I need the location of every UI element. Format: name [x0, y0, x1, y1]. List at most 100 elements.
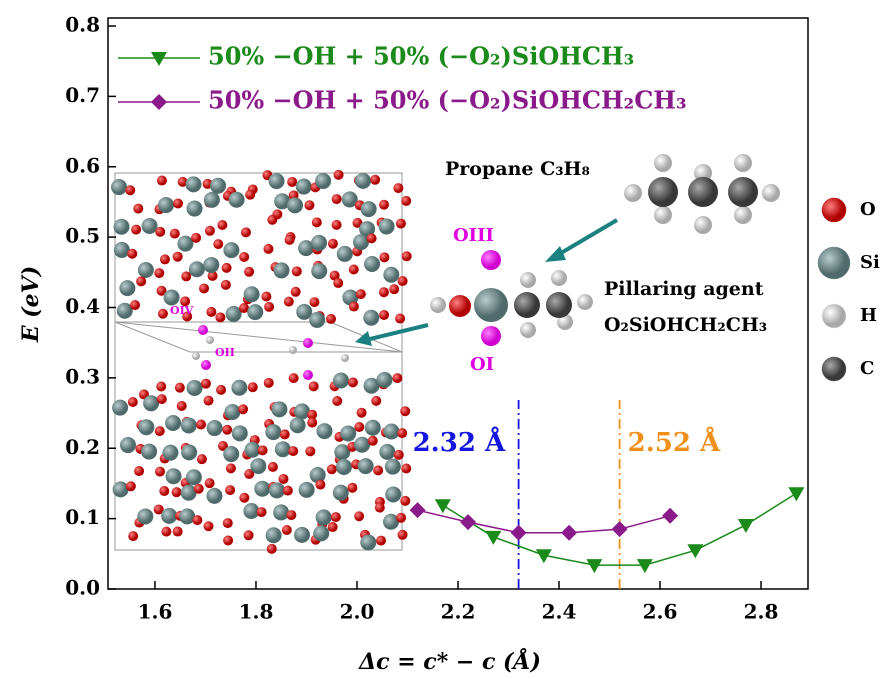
atom [180, 484, 197, 501]
atom [397, 276, 408, 287]
atom [206, 336, 214, 344]
atom [186, 200, 203, 217]
atom [133, 203, 144, 214]
atom [191, 232, 202, 243]
atom [169, 228, 180, 239]
annotation: OIII [453, 225, 494, 246]
atom [165, 468, 182, 485]
atom [119, 437, 136, 454]
atom [393, 183, 404, 194]
atom [203, 521, 214, 532]
atom [176, 400, 187, 411]
atom [231, 425, 248, 442]
marker [460, 514, 477, 531]
atom [244, 441, 261, 458]
atom [193, 483, 204, 494]
atom [341, 354, 349, 362]
atom-legend-label: H [860, 305, 877, 326]
atom [303, 338, 313, 348]
x-tick-label: 1.6 [138, 600, 173, 624]
legend-label: 50% −OH + 50% (−O₂)SiOHCH₃ [208, 42, 634, 71]
atom [192, 352, 200, 360]
atom [287, 197, 304, 214]
legend-label: 50% −OH + 50% (−O₂)SiOHCH₂CH₃ [208, 86, 686, 115]
atom [220, 279, 231, 290]
atom [353, 234, 370, 251]
atom [138, 419, 155, 436]
x-tick-label: 2.6 [643, 600, 678, 624]
atom [247, 382, 258, 393]
atom [331, 219, 342, 230]
atom [274, 193, 291, 210]
atom [155, 226, 166, 237]
atom [141, 217, 158, 234]
atom [161, 526, 172, 537]
atom [348, 301, 359, 312]
atom [364, 256, 381, 273]
atom [263, 377, 274, 388]
atom [112, 399, 129, 416]
atom [332, 372, 349, 389]
atom [263, 243, 274, 254]
atom [247, 304, 264, 321]
atom [215, 312, 226, 323]
atom [223, 242, 240, 259]
atom [363, 377, 380, 394]
atom [223, 535, 234, 546]
atom [371, 395, 382, 406]
atom [311, 217, 322, 228]
atom [316, 423, 333, 440]
atom [356, 407, 367, 418]
atom [243, 286, 260, 303]
inset-structure [111, 169, 412, 554]
atom [330, 512, 341, 523]
atom [158, 197, 175, 214]
atom [204, 478, 215, 489]
atom [401, 195, 412, 206]
atom [162, 444, 179, 461]
atom [156, 394, 167, 405]
atom [342, 289, 359, 306]
atom [268, 482, 285, 499]
atom [185, 176, 202, 193]
atom [261, 291, 272, 302]
atom [250, 458, 267, 475]
atom [325, 313, 336, 324]
reference-label: 2.32 Å [413, 427, 506, 458]
atom [125, 481, 136, 492]
atom [207, 270, 218, 281]
y-tick-label: 0.6 [65, 153, 100, 177]
atom [393, 449, 404, 460]
atom [136, 276, 147, 287]
atom [273, 262, 290, 279]
atom [179, 508, 196, 525]
atom [383, 513, 400, 530]
atom [397, 428, 408, 439]
annotation: OI [470, 354, 494, 375]
atom [159, 486, 170, 497]
atom [352, 217, 363, 228]
atom [366, 233, 377, 244]
atom [154, 426, 165, 437]
atom [396, 512, 407, 523]
atom [181, 271, 192, 282]
atom [359, 221, 376, 238]
reference-label: 2.52 Å [628, 427, 721, 458]
atom [186, 379, 203, 396]
atom [113, 218, 130, 235]
atom [348, 264, 359, 275]
atom [354, 511, 365, 522]
atom [304, 200, 315, 211]
atom [156, 285, 167, 296]
atom [112, 481, 129, 498]
atom [153, 504, 164, 515]
atom [311, 263, 328, 280]
atom [289, 346, 297, 354]
atom [239, 303, 250, 314]
atom-legend-swatch [821, 197, 847, 223]
atom [331, 194, 342, 205]
atom [125, 185, 136, 196]
atom [333, 278, 344, 289]
atom [181, 444, 198, 461]
atom [364, 419, 381, 436]
